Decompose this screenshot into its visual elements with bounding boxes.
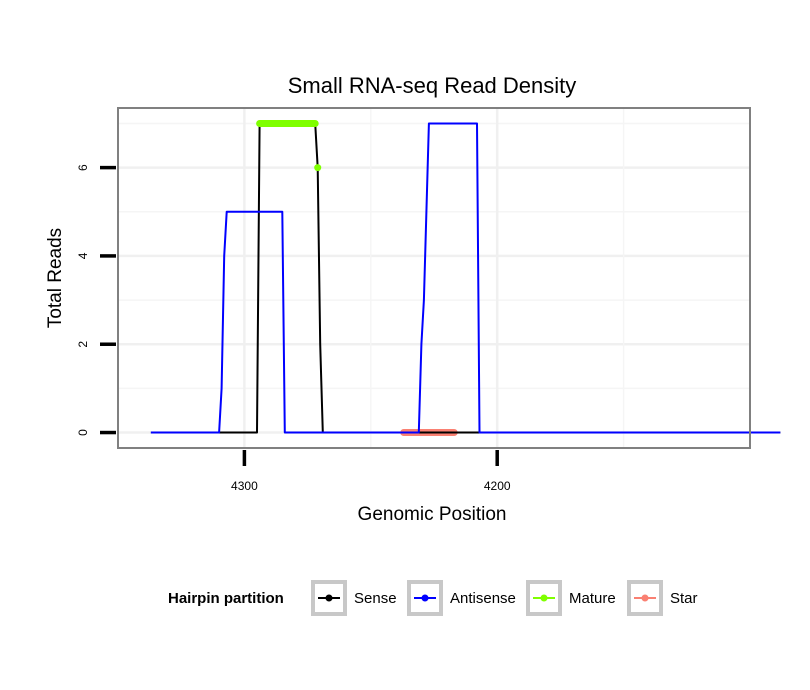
- legend: Hairpin partition Sense Antisense Mature St…: [168, 580, 698, 616]
- y-tick-label: 0: [76, 429, 90, 436]
- series-line-antisense: [150, 122, 781, 434]
- plot-border: [117, 107, 751, 449]
- legend-label-antisense: Antisense: [450, 590, 516, 607]
- legend-key-point-star: [641, 594, 649, 602]
- legend-key-point-antisense: [421, 594, 429, 602]
- chart-title: Small RNA-seq Read Density: [288, 73, 577, 98]
- legend-label-sense: Sense: [354, 590, 397, 607]
- series-line-sense: [150, 122, 781, 434]
- axes: 0 2 4 6 4300 4200: [76, 164, 511, 493]
- legend-title: Hairpin partition: [168, 590, 284, 607]
- legend-entry-sense: Sense: [311, 580, 397, 616]
- legend-key-point-sense: [325, 594, 333, 602]
- data-point-mature: [314, 164, 322, 172]
- legend-label-mature: Mature: [569, 590, 616, 607]
- series-layer: [150, 120, 781, 436]
- x-tick-label: 4300: [231, 479, 258, 493]
- y-tick-label: 6: [76, 164, 90, 171]
- y-tick-label: 2: [76, 341, 90, 348]
- legend-entry-star: Star: [627, 580, 698, 616]
- y-tick-label: 4: [76, 252, 90, 259]
- legend-entry-antisense: Antisense: [407, 580, 516, 616]
- plot-background: [118, 108, 750, 448]
- x-axis-title: Genomic Position: [358, 504, 507, 525]
- x-tick-label: 4200: [484, 479, 511, 493]
- legend-entries: Sense Antisense Mature Star: [311, 580, 698, 616]
- legend-label-star: Star: [670, 590, 698, 607]
- legend-key-point-mature: [540, 594, 548, 602]
- y-axis-title: Total Reads: [45, 228, 66, 328]
- legend-entry-mature: Mature: [526, 580, 616, 616]
